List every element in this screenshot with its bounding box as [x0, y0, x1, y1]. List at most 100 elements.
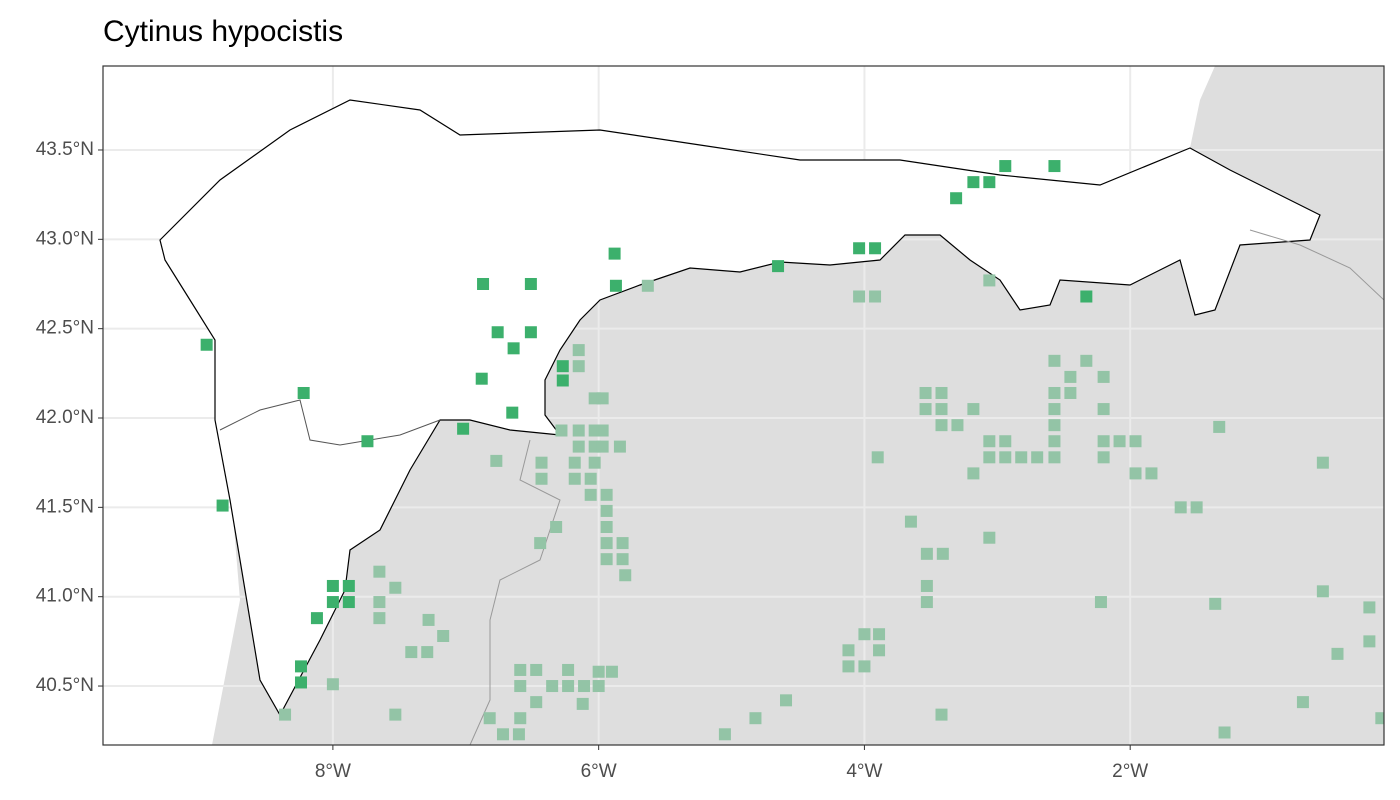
occurrence-point [920, 579, 933, 592]
occurrence-point [919, 386, 932, 399]
occurrence-point [600, 521, 613, 534]
occurrence-point [983, 451, 996, 464]
occurrence-point [361, 435, 374, 448]
study-region [159, 99, 1321, 717]
occurrence-point [967, 467, 980, 480]
occurrence-point [596, 392, 609, 405]
occurrence-point [506, 406, 519, 419]
y-tick-label: 41.5°N [36, 496, 94, 517]
occurrence-point [919, 403, 932, 416]
occurrence-point [496, 728, 509, 741]
occurrence-point [920, 547, 933, 560]
occurrence-point [1015, 451, 1028, 464]
occurrence-point [967, 176, 980, 189]
occurrence-point [596, 424, 609, 437]
occurrence-point [853, 242, 866, 255]
occurrence-point [1094, 596, 1107, 609]
occurrence-point [550, 521, 563, 534]
occurrence-point [491, 326, 504, 339]
occurrence-point [858, 628, 871, 641]
occurrence-point [869, 290, 882, 303]
occurrence-point [326, 579, 339, 592]
occurrence-point [1048, 419, 1061, 432]
occurrence-point [535, 472, 548, 485]
x-tick-label: 8°W [315, 761, 351, 782]
occurrence-point [592, 665, 605, 678]
occurrence-point [1080, 290, 1093, 303]
occurrence-point [999, 160, 1012, 173]
occurrence-point [1145, 467, 1158, 480]
occurrence-point [373, 596, 386, 609]
occurrence-point [1048, 160, 1061, 173]
occurrence-point [572, 440, 585, 453]
occurrence-point [858, 660, 871, 673]
occurrence-point [600, 553, 613, 566]
occurrence-point [310, 612, 323, 625]
occurrence-point [869, 242, 882, 255]
occurrence-point [568, 456, 581, 469]
occurrence-point [279, 708, 292, 721]
occurrence-point [294, 676, 307, 689]
occurrence-point [935, 403, 948, 416]
occurrence-point [562, 680, 575, 693]
occurrence-point [507, 342, 520, 355]
occurrence-point [373, 565, 386, 578]
occurrence-point [999, 451, 1012, 464]
occurrence-point [871, 451, 884, 464]
occurrence-point [1031, 451, 1044, 464]
occurrence-point [772, 260, 785, 273]
occurrence-point [514, 712, 527, 725]
occurrence-point [572, 360, 585, 373]
occurrence-point [605, 665, 618, 678]
occurrence-point [524, 277, 537, 290]
y-tick-label: 42.5°N [36, 318, 94, 339]
occurrence-point [342, 579, 355, 592]
occurrence-point [935, 386, 948, 399]
occurrence-point [389, 708, 402, 721]
occurrence-point [588, 456, 601, 469]
occurrence-point [1097, 435, 1110, 448]
occurrence-point [524, 326, 537, 339]
y-tick-label: 41.0°N [36, 586, 94, 607]
occurrence-point [514, 663, 527, 676]
occurrence-point [1097, 403, 1110, 416]
y-tick-label: 43.5°N [36, 139, 94, 160]
occurrence-point [983, 435, 996, 448]
occurrence-point [572, 344, 585, 357]
occurrence-point [534, 537, 547, 550]
occurrence-point [546, 680, 559, 693]
occurrence-point [842, 660, 855, 673]
occurrence-point [584, 488, 597, 501]
occurrence-point [613, 440, 626, 453]
occurrence-point [950, 192, 963, 205]
occurrence-point [326, 596, 339, 609]
occurrence-point [1097, 451, 1110, 464]
occurrence-point [1048, 403, 1061, 416]
occurrence-point [596, 440, 609, 453]
occurrence-point [935, 708, 948, 721]
occurrence-point [1048, 354, 1061, 367]
occurrence-point [1064, 370, 1077, 383]
y-tick-label: 40.5°N [36, 675, 94, 696]
occurrence-point [584, 472, 597, 485]
occurrence-point [967, 403, 980, 416]
border-line [219, 399, 441, 446]
occurrence-point [1048, 386, 1061, 399]
occurrence-point [873, 628, 886, 641]
occurrence-point [749, 712, 762, 725]
occurrence-point [780, 694, 793, 707]
occurrence-point [562, 663, 575, 676]
occurrence-point [477, 277, 490, 290]
occurrence-point [641, 279, 654, 292]
occurrence-point [983, 531, 996, 544]
occurrence-point [512, 728, 525, 741]
occurrence-point [373, 612, 386, 625]
occurrence-point [483, 712, 496, 725]
occurrence-point [600, 537, 613, 550]
y-tick-label: 42.0°N [36, 407, 94, 428]
occurrence-point [514, 680, 527, 693]
occurrence-point [983, 176, 996, 189]
occurrence-point [421, 646, 434, 659]
occurrence-point [1209, 597, 1222, 610]
occurrence-point [936, 547, 949, 560]
